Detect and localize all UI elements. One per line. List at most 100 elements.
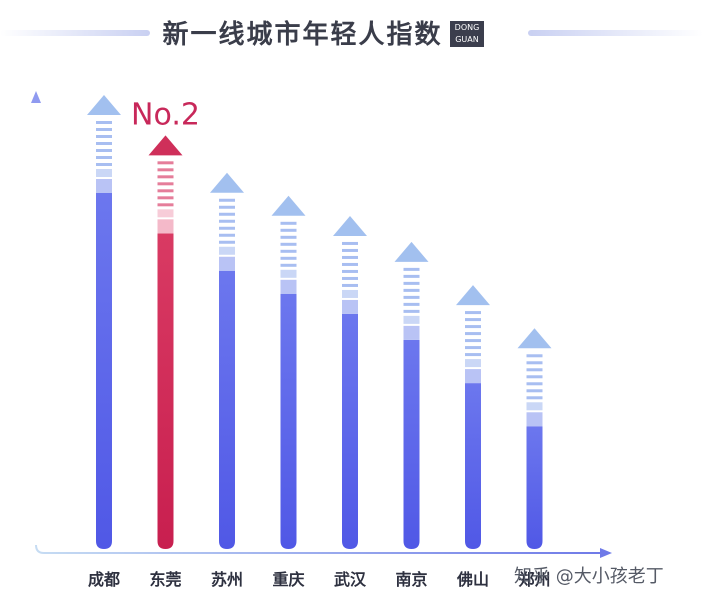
bar-stripe	[465, 346, 481, 350]
bar-body	[526, 426, 543, 549]
bar-stripe	[157, 196, 174, 200]
bar-fade-1	[157, 219, 174, 234]
bar-stripe	[96, 121, 112, 124]
bar-arrow-head	[87, 95, 121, 115]
category-label-2: 东莞	[149, 570, 181, 589]
bar-stripe	[465, 339, 481, 343]
bar-stripe	[526, 396, 543, 400]
bar-stripe	[219, 226, 235, 230]
bar-fade-2	[96, 169, 112, 177]
bar-stripe	[157, 203, 174, 207]
bar-body	[96, 193, 112, 549]
bar-stripe	[280, 256, 297, 260]
bar-body	[403, 339, 420, 549]
bar-fade-2	[403, 315, 420, 324]
bar-stripe	[526, 375, 543, 379]
bar-fade-2	[526, 402, 543, 411]
bar-stripe	[280, 228, 297, 232]
bar-stripe	[219, 233, 235, 237]
category-label-3: 苏州	[211, 570, 243, 589]
bar-arrow-head	[517, 328, 552, 349]
bar-stripe	[526, 389, 543, 393]
x-axis	[35, 544, 602, 554]
bar-stripe	[526, 368, 543, 372]
bar-stripe	[403, 281, 420, 285]
bar-arrow-head	[271, 195, 306, 216]
bar-fade-2	[342, 289, 358, 298]
bar-stripe	[96, 128, 112, 131]
bar-stripe	[96, 135, 112, 138]
bar-stripe	[403, 288, 420, 292]
bar-fade-1	[465, 369, 481, 384]
bar-fade-1	[280, 279, 297, 294]
bar-stripe	[96, 142, 112, 145]
category-label-6: 南京	[395, 570, 427, 589]
bar-fade-1	[342, 299, 358, 314]
bar-8	[517, 328, 552, 549]
bar-fade-1	[526, 412, 543, 427]
bar-stripe	[403, 267, 420, 271]
badge-line-1: DONG	[454, 23, 480, 32]
bar-fade-2	[465, 359, 481, 368]
bar-7	[456, 285, 490, 549]
bar-stripe	[219, 240, 235, 244]
bar-stripe	[342, 276, 358, 280]
bar-stripe	[280, 263, 297, 267]
bar-stripe	[342, 262, 358, 266]
bar-arrow-head	[333, 215, 367, 236]
bar-body	[157, 233, 174, 549]
bar-stripe	[157, 161, 174, 165]
bar-stripe	[342, 241, 358, 245]
badge-line-2: GUAN	[455, 35, 479, 44]
bar-stripe	[465, 353, 481, 357]
bar-3	[210, 172, 244, 549]
bar-arrow-head	[456, 285, 490, 306]
bar-stripe	[465, 325, 481, 329]
bar-stripe	[280, 249, 297, 253]
y-axis-arrow	[31, 91, 41, 103]
bar-fade-1	[219, 256, 235, 271]
bar-fade-2	[280, 269, 297, 278]
bar-6	[394, 241, 429, 549]
bar-stripe	[342, 248, 358, 252]
category-label-4: 重庆	[272, 570, 304, 589]
bar-stripe	[403, 295, 420, 299]
bar-stripe	[342, 283, 358, 287]
bar-arrow-head	[210, 172, 244, 193]
bar-stripe	[403, 302, 420, 306]
bar-stripe	[219, 198, 235, 202]
bar-body	[219, 270, 235, 549]
bar-stripe	[465, 318, 481, 322]
bar-body	[465, 383, 481, 549]
bar-stripe	[96, 163, 112, 166]
x-axis-arrow	[600, 548, 612, 558]
title-decor-right	[528, 30, 703, 36]
bar-stripe	[280, 242, 297, 246]
bar-stripe	[219, 212, 235, 216]
bar-stripe	[219, 219, 235, 223]
chart-title: 新一线城市年轻人指数	[162, 20, 443, 50]
bar-stripe	[96, 149, 112, 152]
bar-stripe	[342, 255, 358, 259]
bar-stripe	[403, 309, 420, 313]
bar-stripe	[403, 274, 420, 278]
category-label-8: 郑州	[518, 570, 550, 589]
bar-stripe	[465, 332, 481, 336]
bar-stripe	[157, 175, 174, 179]
title-decor-left	[0, 30, 150, 36]
bar-stripe	[280, 235, 297, 239]
bar-stripe	[157, 182, 174, 186]
bar-body	[280, 293, 297, 549]
bar-2	[148, 135, 183, 549]
bar-stripe	[526, 361, 543, 365]
dongguan-badge: DONG GUAN	[450, 21, 484, 47]
category-label-5: 武汉	[334, 570, 367, 589]
bar-fade-1	[96, 179, 112, 193]
bar-stripe	[342, 269, 358, 273]
bar-stripe	[219, 205, 235, 209]
bar-stripe	[280, 221, 297, 225]
bar-4	[271, 195, 306, 549]
bar-stripe	[465, 311, 481, 315]
bar-arrow-head	[394, 241, 429, 262]
